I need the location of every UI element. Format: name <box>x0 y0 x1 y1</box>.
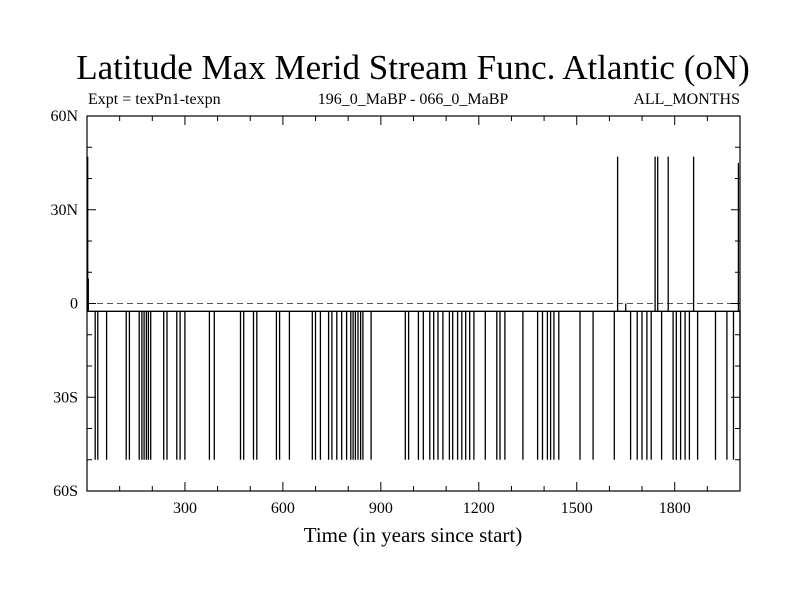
y-tick-label: 30N <box>50 202 78 219</box>
y-tick-label: 60N <box>50 108 78 125</box>
x-tick-label: 1200 <box>463 500 495 517</box>
chart-title: Latitude Max Merid Stream Func. Atlantic… <box>76 48 750 87</box>
x-tick-label: 1800 <box>659 500 691 517</box>
y-tick-label: 60S <box>53 483 78 500</box>
x-axis-label: Time (in years since start) <box>304 523 523 547</box>
y-tick-label: 30S <box>53 389 78 406</box>
months-label: ALL_MONTHS <box>633 91 740 108</box>
x-tick-label: 900 <box>369 500 393 517</box>
x-tick-label: 600 <box>271 500 295 517</box>
period-label: 196_0_MaBP - 066_0_MaBP <box>318 91 509 108</box>
x-tick-label: 1500 <box>561 500 593 517</box>
series-line <box>87 156 741 460</box>
x-tick-label: 300 <box>173 500 197 517</box>
experiment-label: Expt = texPn1-texpn <box>88 91 221 108</box>
plot-area: 60N 30N 0 30S 60S 300 600 900 1200 1500 1800 <box>50 108 741 517</box>
y-tick-label: 0 <box>70 296 78 313</box>
